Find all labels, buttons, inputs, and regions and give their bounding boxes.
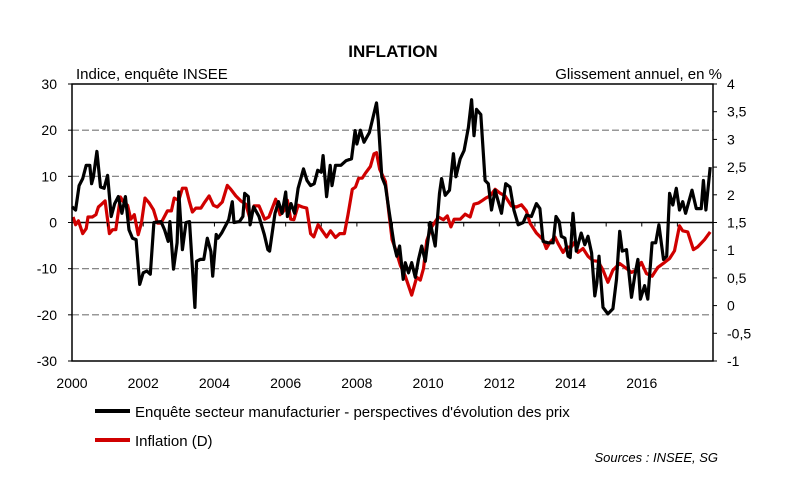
series-lines xyxy=(70,98,712,316)
left-tick-label: -10 xyxy=(37,261,57,277)
x-tick-label: 2006 xyxy=(270,375,301,391)
left-tick-label: 30 xyxy=(41,76,57,92)
left-tick-label: 0 xyxy=(49,215,57,231)
x-tick-label: 2016 xyxy=(626,375,657,391)
left-tick-label: 10 xyxy=(41,168,57,184)
left-tick-label: -30 xyxy=(37,353,57,369)
left-tick-label: 20 xyxy=(41,122,57,138)
x-tick-label: 2012 xyxy=(484,375,515,391)
legend-label-survey: Enquête secteur manufacturier - perspect… xyxy=(135,404,570,421)
x-tick-label: 2004 xyxy=(199,375,230,391)
series-line-survey xyxy=(70,98,712,316)
x-tick-label: 2002 xyxy=(128,375,159,391)
x-tick-label: 2014 xyxy=(555,375,586,391)
right-tick-label: 3 xyxy=(727,131,735,147)
right-tick-label: 0 xyxy=(727,298,735,314)
right-tick-label: -1 xyxy=(727,353,740,369)
right-tick-label: 4 xyxy=(727,76,735,92)
chart-title: INFLATION xyxy=(348,42,437,61)
left-tick-label: -20 xyxy=(37,307,57,323)
right-tick-label: 1 xyxy=(727,242,735,258)
x-tick-label: 2000 xyxy=(56,375,87,391)
right-tick-label: 3,5 xyxy=(727,104,747,120)
right-tick-label: 2,5 xyxy=(727,159,747,175)
right-tick-label: 1,5 xyxy=(727,215,747,231)
source-note: Sources : INSEE, SG xyxy=(594,450,718,465)
x-tick-label: 2010 xyxy=(413,375,444,391)
legend: Enquête secteur manufacturier - perspect… xyxy=(95,404,570,450)
right-tick-label: -0,5 xyxy=(727,325,751,341)
right-axis-label: Glissement annuel, en % xyxy=(555,66,722,83)
x-tick-label: 2008 xyxy=(341,375,372,391)
legend-label-inflation: Inflation (D) xyxy=(135,433,213,450)
right-tick-label: 0,5 xyxy=(727,270,747,286)
axis-ticks: 3020100-10-20-3043,532,521,510,50-0,5-12… xyxy=(37,76,752,391)
right-tick-label: 2 xyxy=(727,187,735,203)
left-axis-label: Indice, enquête INSEE xyxy=(76,66,228,83)
